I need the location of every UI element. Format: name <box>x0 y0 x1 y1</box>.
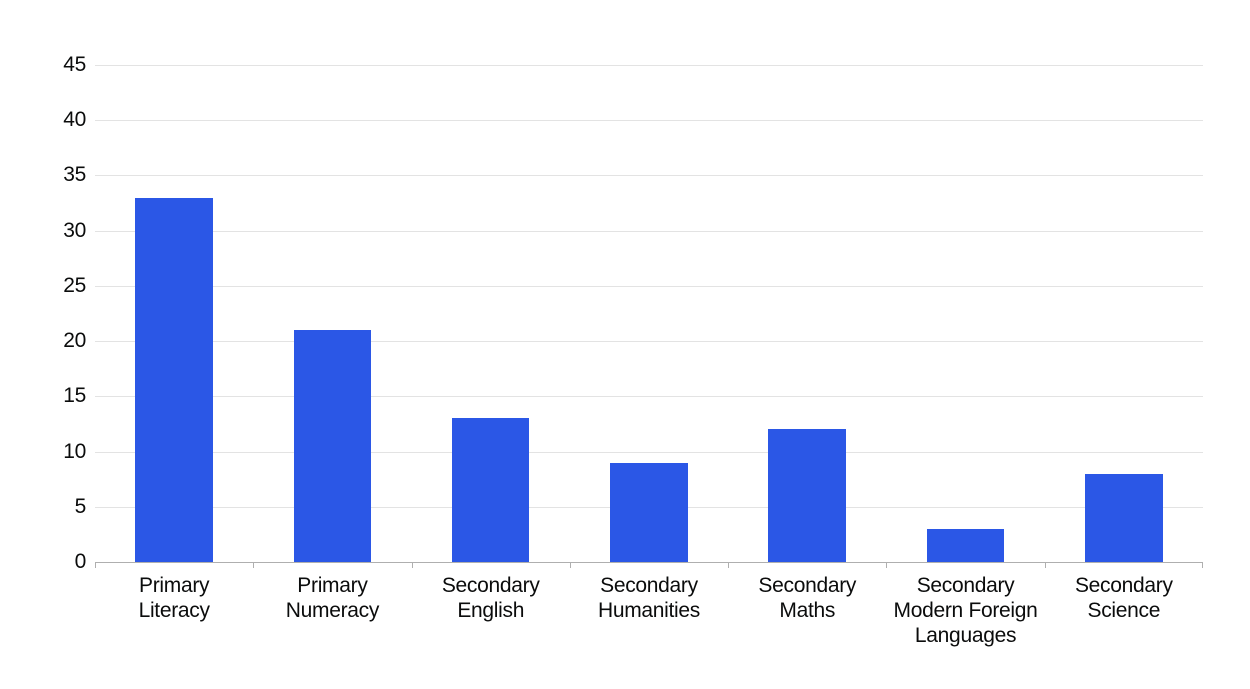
x-axis-label-line: Secondary <box>1044 574 1204 599</box>
bar <box>135 198 213 562</box>
x-axis-label-line: Maths <box>727 599 887 624</box>
bar-slot <box>253 65 411 562</box>
bar-slot <box>728 65 886 562</box>
bar-chart: 0 5 10 15 20 25 30 35 40 45 PrimaryLiteracyPrimar… <box>0 0 1250 689</box>
x-tick-mark <box>253 562 254 568</box>
x-tick-mark <box>412 562 413 568</box>
bar-slot <box>570 65 728 562</box>
bar-slot <box>412 65 570 562</box>
y-tick-label: 40 <box>16 108 86 132</box>
x-axis-label-line: Modern Foreign <box>886 599 1046 624</box>
bar <box>294 330 372 562</box>
x-axis-label: SecondaryHumanities <box>569 574 729 624</box>
x-axis-label-line: Languages <box>886 624 1046 649</box>
x-axis-label-line: Numeracy <box>252 599 412 624</box>
x-axis-label-line: Humanities <box>569 599 729 624</box>
x-tick-mark <box>1202 562 1203 568</box>
y-tick-label: 0 <box>16 550 86 574</box>
x-tick-mark <box>886 562 887 568</box>
bar <box>610 463 688 562</box>
bar-slot <box>886 65 1044 562</box>
y-tick-label: 5 <box>16 495 86 519</box>
x-axis-label-line: English <box>411 599 571 624</box>
bar <box>1085 474 1163 562</box>
x-axis-label-line: Science <box>1044 599 1204 624</box>
y-tick-label: 25 <box>16 274 86 298</box>
y-tick-label: 35 <box>16 163 86 187</box>
x-axis-label-line: Primary <box>252 574 412 599</box>
x-axis-label: SecondaryMaths <box>727 574 887 624</box>
x-axis-label-line: Secondary <box>727 574 887 599</box>
y-tick-label: 10 <box>16 440 86 464</box>
bar <box>452 418 530 562</box>
x-axis-label-line: Literacy <box>94 599 254 624</box>
x-tick-mark <box>728 562 729 568</box>
bars-layer <box>95 65 1203 562</box>
x-axis-label-line: Primary <box>94 574 254 599</box>
x-axis-label: SecondaryEnglish <box>411 574 571 624</box>
bar-slot <box>95 65 253 562</box>
gridline <box>95 562 1203 563</box>
y-tick-label: 15 <box>16 384 86 408</box>
y-tick-label: 45 <box>16 53 86 77</box>
bar <box>768 429 846 562</box>
x-tick-mark <box>1045 562 1046 568</box>
x-tick-mark <box>95 562 96 568</box>
x-tick-mark <box>570 562 571 568</box>
x-axis-label-line: Secondary <box>886 574 1046 599</box>
bar <box>927 529 1005 562</box>
x-axis-label-line: Secondary <box>411 574 571 599</box>
x-axis-label-line: Secondary <box>569 574 729 599</box>
x-axis-label: PrimaryNumeracy <box>252 574 412 624</box>
y-tick-label: 30 <box>16 219 86 243</box>
x-axis-label: SecondaryScience <box>1044 574 1204 624</box>
plot-area <box>95 65 1203 562</box>
x-axis-label: PrimaryLiteracy <box>94 574 254 624</box>
y-tick-label: 20 <box>16 329 86 353</box>
bar-slot <box>1045 65 1203 562</box>
x-axis-label: SecondaryModern ForeignLanguages <box>886 574 1046 648</box>
